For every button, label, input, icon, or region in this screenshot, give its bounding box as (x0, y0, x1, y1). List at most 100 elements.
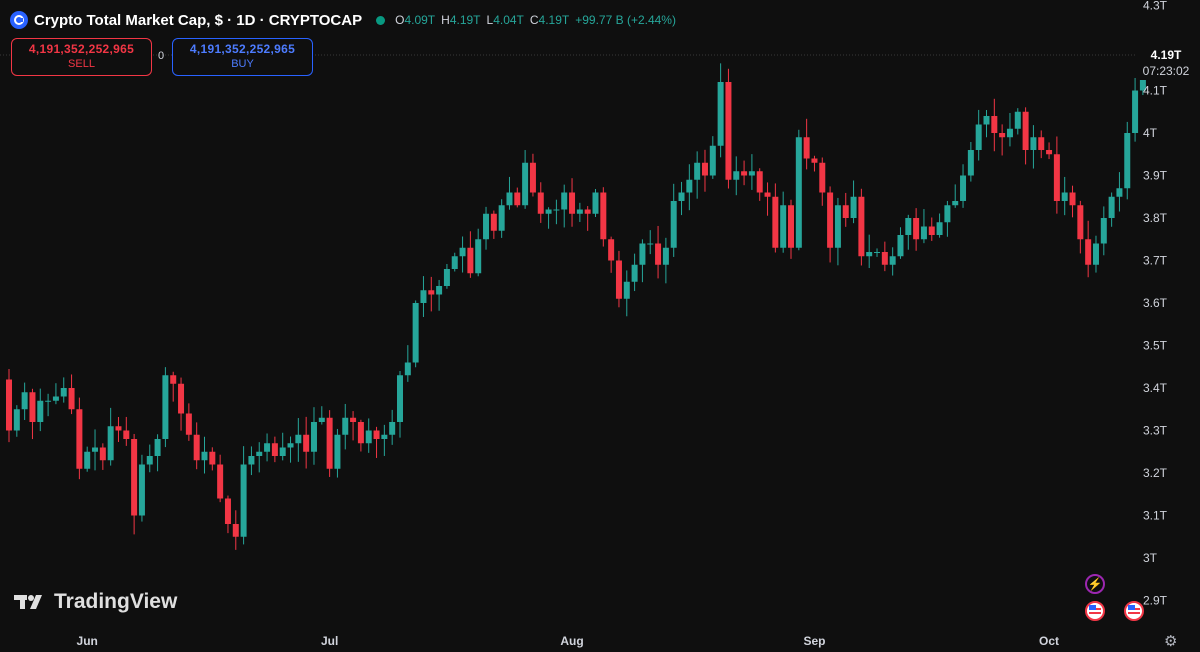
settings-icon[interactable]: ⚙ (1164, 633, 1178, 650)
candle-body (185, 413, 192, 435)
candle (240, 446, 247, 545)
candle (545, 207, 552, 229)
time-tick-label: Jul (321, 634, 338, 648)
candle-body (6, 379, 12, 431)
candle-body (1100, 218, 1107, 244)
symbol-title[interactable]: Crypto Total Market Cap, $ · 1D · CRYPTO… (34, 11, 363, 29)
candle-body (701, 162, 708, 176)
candle-body (975, 124, 982, 150)
candle (655, 225, 662, 279)
candle-body (1069, 192, 1076, 206)
candle-body (1046, 150, 1053, 155)
lightning-icon[interactable]: ⚡ (1085, 574, 1105, 594)
candle (115, 416, 122, 442)
candle-body (686, 179, 693, 193)
candle-body (193, 434, 200, 461)
candle-body (37, 400, 44, 422)
sell-button[interactable]: 4,191,352,252,965 SELL (11, 38, 152, 76)
candle-body (827, 192, 834, 248)
candle-body (678, 192, 685, 201)
candle (224, 495, 231, 534)
candle (483, 206, 490, 250)
candle-body (967, 150, 974, 176)
price-tick-label: 4.3T (1143, 0, 1168, 13)
ohlc-low: L4.04T (486, 13, 524, 27)
candle-body (490, 213, 497, 231)
candle (373, 426, 380, 458)
candle-body (592, 192, 599, 214)
candle (381, 424, 388, 456)
candle (834, 197, 841, 266)
us-flag-icon[interactable] (1124, 601, 1144, 621)
candle-body (52, 396, 59, 401)
candle-body (788, 205, 794, 248)
candle (991, 98, 998, 152)
candle-body (655, 243, 662, 265)
price-tick-label: 3.8T (1143, 211, 1168, 225)
candle-body (264, 443, 271, 452)
candle-body (1053, 154, 1060, 201)
candle (1046, 142, 1053, 160)
price-tick-label: 3.9T (1143, 169, 1168, 183)
candle (162, 367, 169, 448)
candle-body (154, 439, 161, 456)
candle-body (123, 430, 130, 439)
candle-body (1014, 111, 1021, 129)
candle (170, 371, 177, 402)
tradingview-watermark[interactable]: TradingView (14, 590, 177, 614)
candle-body (436, 286, 443, 295)
candle (318, 406, 325, 425)
price-axis[interactable]: 4.3T 4.1T 4T 3.9T 3.8T 3.7T 3.6T 3.5T 3.4T 3.3T 3.… (1143, 0, 1168, 608)
candle-body (365, 430, 372, 444)
candle-body (483, 213, 490, 240)
candle (537, 182, 544, 223)
candle-body (76, 409, 83, 469)
price-tick-label: 3.4T (1143, 381, 1168, 395)
candle (45, 393, 52, 417)
candle-body (1006, 128, 1013, 138)
candle (1132, 78, 1139, 142)
candle (279, 432, 286, 461)
candle-body (232, 524, 239, 537)
candle (131, 433, 138, 535)
candle (232, 510, 239, 550)
candle (420, 276, 427, 317)
candle-body (29, 392, 36, 422)
price-tick-label: 3.1T (1143, 509, 1168, 523)
candle (209, 447, 216, 471)
candle (397, 370, 403, 438)
candle-body (553, 209, 560, 211)
market-status-icon (376, 15, 386, 25)
time-axis[interactable]: Jun Jul Aug Sep Oct (77, 634, 1060, 648)
candle-body (725, 82, 732, 180)
candle-body (506, 192, 513, 206)
buy-label: BUY (231, 58, 254, 70)
candle-body (443, 269, 450, 286)
candle (764, 182, 771, 216)
buy-price: 4,191,352,252,965 (189, 42, 296, 56)
candle-body (178, 383, 185, 414)
buy-button[interactable]: 4,191,352,252,965 BUY (172, 38, 313, 76)
candle-body (1092, 243, 1099, 265)
candle (678, 181, 685, 216)
candle (623, 270, 630, 317)
candle (123, 416, 130, 446)
candle (76, 397, 83, 480)
us-flag-icon[interactable] (1085, 601, 1105, 621)
candle (639, 239, 646, 283)
candle-body (1022, 111, 1029, 150)
candle-body (944, 205, 951, 223)
candle-body (936, 222, 943, 235)
candle (1006, 112, 1013, 147)
candle-body (897, 235, 904, 257)
candle (944, 200, 951, 237)
candle-body (803, 137, 810, 159)
candle (490, 210, 497, 239)
candle-body (639, 243, 646, 265)
candle-body (256, 451, 263, 456)
candle (443, 264, 450, 289)
candle (522, 150, 529, 209)
candle (842, 192, 849, 227)
candle-body (913, 218, 920, 240)
